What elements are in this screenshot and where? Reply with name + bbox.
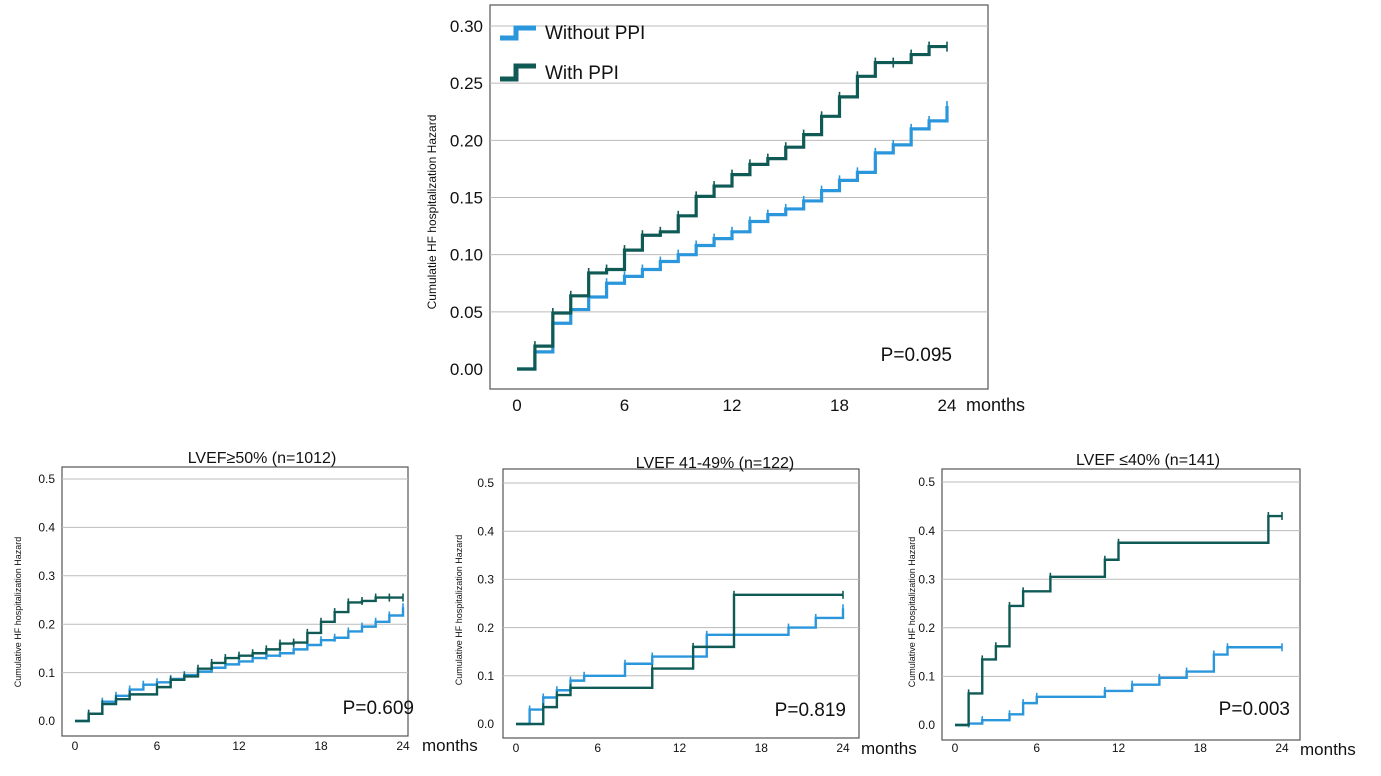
lvef-41-49-title: LVEF 41-49% (n=122) xyxy=(636,455,794,472)
main-y-axis-title: Cumulatie HF hospitalization Hazard xyxy=(425,115,439,310)
legend: Without PPI With PPI xyxy=(500,23,645,84)
lvef-41-49-x-tick-label: 0 xyxy=(513,741,520,755)
main-x-ticks: 0 6 12 18 24 xyxy=(512,396,956,415)
lvef-41-49-x-ticks: 0 6 12 18 24 xyxy=(513,741,850,755)
lvef-40-p-value: P=0.003 xyxy=(1219,699,1290,720)
main-series-without-ppi-line xyxy=(517,106,949,371)
main-x-tick-label: 6 xyxy=(620,396,629,415)
lvef-40-gridlines xyxy=(942,481,1300,677)
lvef-50-y-axis-title: Cumulative HF hospitalization Hazard xyxy=(13,537,23,688)
main-x-unit-label: months xyxy=(966,395,1025,415)
main-y-tick-label: 0.05 xyxy=(450,303,483,322)
lvef-50-x-tick-label: 12 xyxy=(232,739,246,753)
lvef-50-series xyxy=(75,593,405,723)
lvef-50-p-value: P=0.609 xyxy=(343,698,414,719)
lvef-40-series xyxy=(955,512,1283,728)
main-x-tick-label: 0 xyxy=(512,396,521,415)
lvef-50-x-tick-label: 0 xyxy=(72,739,79,753)
lvef-41-49-series xyxy=(516,590,845,726)
lvef-40-y-tick-label: 0.0 xyxy=(918,718,935,732)
legend-label-with-ppi: With PPI xyxy=(545,63,619,84)
lvef-41-49-y-tick-label: 0.2 xyxy=(477,621,494,635)
main-p-value: P=0.095 xyxy=(881,345,952,366)
lvef-40-x-unit-label: months xyxy=(1300,740,1356,759)
main-series xyxy=(517,41,949,371)
legend-item-without-ppi: Without PPI xyxy=(500,23,645,44)
lvef-41-49-x-tick-label: 24 xyxy=(836,741,850,755)
lvef-50-y-tick-label: 0.5 xyxy=(38,472,55,486)
lvef-41-49-y-tick-label: 0.3 xyxy=(477,573,494,587)
lvef-41-49-p-value: P=0.819 xyxy=(775,700,846,721)
lvef-40-y-tick-label: 0.5 xyxy=(918,475,935,489)
lvef-50-y-tick-label: 0.0 xyxy=(38,714,55,728)
lvef-50-x-ticks: 0 6 12 18 24 xyxy=(72,739,410,753)
lvef-40-chart: 0.0 0.1 0.2 0.3 0.4 0.5 0 6 12 18 24 LVEF ≤40% (n… xyxy=(907,452,1356,759)
lvef-40-x-tick-label: 24 xyxy=(1275,741,1289,755)
lvef-40-title: LVEF ≤40% (n=141) xyxy=(1076,452,1220,469)
lvef-41-49-y-tick-label: 0.1 xyxy=(477,669,494,683)
lvef-41-49-y-tick-label: 0.0 xyxy=(477,717,494,731)
main-gridlines xyxy=(490,25,988,313)
lvef-41-49-x-tick-label: 12 xyxy=(673,741,687,755)
lvef-50-gridlines xyxy=(62,478,408,674)
legend-swatch-with-ppi xyxy=(500,63,536,82)
lvef-50-y-tick-label: 0.4 xyxy=(38,521,55,535)
lvef-50-y-tick-label: 0.2 xyxy=(38,617,55,631)
lvef-50-x-tick-label: 18 xyxy=(314,739,328,753)
legend-label-without-ppi: Without PPI xyxy=(545,23,645,44)
lvef-41-49-y-axis-title: Cumulative HF hospitalization Hazard xyxy=(454,535,464,686)
lvef-50-title: LVEF≥50% (n=1012) xyxy=(188,450,337,467)
lvef-40-plot-frame xyxy=(941,468,1301,741)
lvef-40-x-tick-label: 18 xyxy=(1194,741,1208,755)
lvef-40-x-tick-label: 6 xyxy=(1033,741,1040,755)
lvef-50-plot-frame xyxy=(61,466,409,737)
lvef-50-y-tick-label: 0.3 xyxy=(38,569,55,583)
lvef-40-x-tick-label: 12 xyxy=(1112,741,1126,755)
lvef-50-x-tick-label: 6 xyxy=(154,739,161,753)
lvef-41-49-series-with-ppi-line xyxy=(516,593,843,726)
lvef-41-49-y-tick-label: 0.5 xyxy=(477,476,494,490)
main-x-tick-label: 24 xyxy=(938,396,957,415)
lvef-50-y-ticks: 0.0 0.1 0.2 0.3 0.4 0.5 xyxy=(38,472,55,728)
lvef-40-series-with-ppi-line xyxy=(955,514,1282,727)
lvef-40-y-ticks: 0.0 0.1 0.2 0.3 0.4 0.5 xyxy=(918,475,935,732)
lvef-41-49-x-unit-label: months xyxy=(861,739,917,758)
main-series-with-ppi-line xyxy=(517,44,947,371)
lvef-41-49-plot-frame xyxy=(502,468,860,739)
lvef-50-x-unit-label: months xyxy=(422,736,478,755)
lvef-50-chart: 0.0 0.1 0.2 0.3 0.4 0.5 0 6 12 18 24 LVEF≥50% (n=… xyxy=(13,450,478,755)
legend-swatch-without-ppi xyxy=(500,25,536,41)
main-y-tick-label: 0.10 xyxy=(450,246,483,265)
main-y-ticks: 0.00 0.05 0.10 0.15 0.20 0.25 0.30 xyxy=(450,17,483,379)
main-chart: 0.00 0.05 0.10 0.15 0.20 0.25 0.30 0 6 12 18 24 mo… xyxy=(425,4,1025,415)
main-y-tick-label: 0.25 xyxy=(450,74,483,93)
lvef-40-y-tick-label: 0.3 xyxy=(918,572,935,586)
lvef-40-y-axis-title: Cumulative HF hospitalization Hazard xyxy=(907,537,917,688)
main-y-tick-label: 0.00 xyxy=(450,360,483,379)
main-x-tick-label: 12 xyxy=(723,396,742,415)
legend-item-with-ppi: With PPI xyxy=(500,63,619,84)
main-y-tick-label: 0.30 xyxy=(450,17,483,36)
main-x-tick-label: 18 xyxy=(830,396,849,415)
lvef-41-49-y-tick-label: 0.4 xyxy=(477,524,494,538)
lvef-40-y-tick-label: 0.2 xyxy=(918,621,935,635)
lvef-40-y-tick-label: 0.1 xyxy=(918,670,935,684)
lvef-40-y-tick-label: 0.4 xyxy=(918,524,935,538)
lvef-41-49-gridlines xyxy=(503,482,859,677)
main-y-tick-label: 0.20 xyxy=(450,131,483,150)
lvef-50-y-tick-label: 0.1 xyxy=(38,666,55,680)
lvef-40-x-tick-label: 0 xyxy=(952,741,959,755)
lvef-41-49-y-ticks: 0.0 0.1 0.2 0.3 0.4 0.5 xyxy=(477,476,494,731)
lvef-41-49-x-tick-label: 6 xyxy=(594,741,601,755)
lvef-41-49-x-tick-label: 18 xyxy=(755,741,769,755)
lvef-50-x-tick-label: 24 xyxy=(396,739,410,753)
lvef-40-x-ticks: 0 6 12 18 24 xyxy=(952,741,1289,755)
main-y-tick-label: 0.15 xyxy=(450,188,483,207)
lvef-41-49-chart: 0.0 0.1 0.2 0.3 0.4 0.5 0 6 12 18 24 LVEF 41-49% … xyxy=(454,455,917,758)
